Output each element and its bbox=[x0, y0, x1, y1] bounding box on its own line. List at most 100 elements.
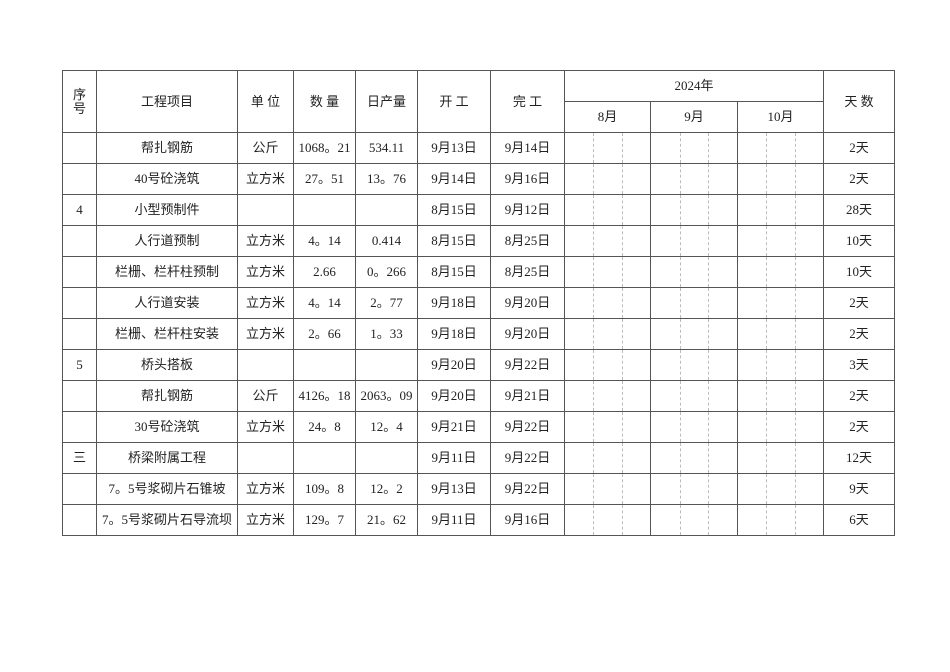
gantt-cell-aug bbox=[564, 194, 651, 226]
cell-item: 40号砼浇筑 bbox=[96, 163, 238, 195]
cell-item: 桥梁附属工程 bbox=[96, 442, 238, 474]
gantt-divider bbox=[621, 226, 623, 256]
cell-unit: 立方米 bbox=[237, 225, 294, 257]
cell-qty: 109。8 bbox=[293, 473, 356, 505]
gantt-divider bbox=[708, 350, 710, 380]
cell-seq bbox=[62, 318, 97, 350]
gantt-divider bbox=[766, 164, 768, 194]
gantt-divider bbox=[794, 288, 796, 318]
gantt-divider bbox=[621, 195, 623, 225]
cell-end: 9月21日 bbox=[490, 380, 565, 412]
gantt-divider bbox=[766, 381, 768, 411]
cell-end: 9月12日 bbox=[490, 194, 565, 226]
cell-seq: 5 bbox=[62, 349, 97, 381]
cell-start: 8月15日 bbox=[417, 225, 491, 257]
table-row: 三桥梁附属工程 9月11日 9月22日 12天 bbox=[62, 442, 895, 474]
gantt-cell-sep bbox=[650, 194, 738, 226]
cell-qty: 24。8 bbox=[293, 411, 356, 443]
gantt-divider bbox=[593, 226, 595, 256]
gantt-divider bbox=[794, 381, 796, 411]
cell-daily bbox=[355, 349, 418, 381]
gantt-cell-sep bbox=[650, 132, 738, 164]
cell-qty bbox=[293, 349, 356, 381]
gantt-divider bbox=[794, 164, 796, 194]
gantt-divider bbox=[679, 257, 681, 287]
gantt-divider bbox=[794, 133, 796, 163]
gantt-divider bbox=[621, 164, 623, 194]
gantt-divider bbox=[593, 381, 595, 411]
gantt-cell-sep bbox=[650, 225, 738, 257]
gantt-cell-aug bbox=[564, 380, 651, 412]
gantt-cell-aug bbox=[564, 132, 651, 164]
gantt-divider bbox=[621, 381, 623, 411]
cell-daily: 0。266 bbox=[355, 256, 418, 288]
cell-qty: 2.66 bbox=[293, 256, 356, 288]
gantt-cell-oct bbox=[737, 504, 824, 536]
gantt-cell-sep bbox=[650, 504, 738, 536]
gantt-divider bbox=[766, 412, 768, 442]
gantt-divider bbox=[593, 164, 595, 194]
gantt-divider bbox=[708, 288, 710, 318]
cell-days: 3天 bbox=[823, 349, 895, 381]
gantt-divider bbox=[593, 288, 595, 318]
cell-end: 9月22日 bbox=[490, 442, 565, 474]
gantt-divider bbox=[679, 164, 681, 194]
gantt-cell-aug bbox=[564, 473, 651, 505]
gantt-cell-oct bbox=[737, 256, 824, 288]
cell-end: 9月22日 bbox=[490, 473, 565, 505]
gantt-divider bbox=[593, 412, 595, 442]
gantt-cell-sep bbox=[650, 287, 738, 319]
gantt-divider bbox=[621, 133, 623, 163]
gantt-divider bbox=[766, 195, 768, 225]
cell-days: 2天 bbox=[823, 380, 895, 412]
cell-unit: 立方米 bbox=[237, 318, 294, 350]
gantt-divider bbox=[621, 319, 623, 349]
cell-item: 帮扎钢筋 bbox=[96, 380, 238, 412]
cell-seq: 三 bbox=[62, 442, 97, 474]
gantt-divider bbox=[679, 505, 681, 535]
gantt-divider bbox=[593, 195, 595, 225]
cell-unit bbox=[237, 442, 294, 474]
gantt-divider bbox=[708, 226, 710, 256]
cell-item: 栏栅、栏杆柱安装 bbox=[96, 318, 238, 350]
table-row: 人行道安装 立方米 4。14 2。77 9月18日 9月20日 2天 bbox=[62, 287, 895, 319]
gantt-divider bbox=[679, 195, 681, 225]
cell-item: 桥头搭板 bbox=[96, 349, 238, 381]
gantt-divider bbox=[766, 133, 768, 163]
gantt-divider bbox=[794, 319, 796, 349]
gantt-divider bbox=[621, 443, 623, 473]
header-month-aug: 8月 bbox=[564, 101, 651, 133]
table-row: 30号砼浇筑 立方米 24。8 12。4 9月21日 9月22日 2天 bbox=[62, 411, 895, 443]
gantt-divider bbox=[621, 474, 623, 504]
gantt-divider bbox=[679, 350, 681, 380]
gantt-divider bbox=[621, 412, 623, 442]
cell-start: 8月15日 bbox=[417, 194, 491, 226]
cell-item: 小型预制件 bbox=[96, 194, 238, 226]
header-qty: 数 量 bbox=[293, 70, 356, 133]
cell-unit: 立方米 bbox=[237, 163, 294, 195]
gantt-cell-oct bbox=[737, 132, 824, 164]
cell-item: 人行道安装 bbox=[96, 287, 238, 319]
cell-daily: 12。4 bbox=[355, 411, 418, 443]
cell-end: 8月25日 bbox=[490, 256, 565, 288]
gantt-divider bbox=[679, 133, 681, 163]
cell-end: 9月20日 bbox=[490, 318, 565, 350]
header-end: 完 工 bbox=[490, 70, 565, 133]
gantt-cell-oct bbox=[737, 411, 824, 443]
cell-unit: 立方米 bbox=[237, 287, 294, 319]
cell-start: 9月18日 bbox=[417, 287, 491, 319]
cell-start: 9月21日 bbox=[417, 411, 491, 443]
gantt-divider bbox=[593, 133, 595, 163]
table-row: 7。5号浆砌片石导流坝 立方米 129。7 21。62 9月11日 9月16日 6天 bbox=[62, 504, 895, 536]
gantt-divider bbox=[794, 195, 796, 225]
gantt-cell-aug bbox=[564, 225, 651, 257]
cell-unit: 立方米 bbox=[237, 504, 294, 536]
gantt-divider bbox=[593, 505, 595, 535]
cell-unit bbox=[237, 349, 294, 381]
cell-end: 9月14日 bbox=[490, 132, 565, 164]
cell-unit: 公斤 bbox=[237, 380, 294, 412]
header-start: 开 工 bbox=[417, 70, 491, 133]
gantt-divider bbox=[708, 381, 710, 411]
gantt-divider bbox=[794, 350, 796, 380]
gantt-divider bbox=[679, 319, 681, 349]
